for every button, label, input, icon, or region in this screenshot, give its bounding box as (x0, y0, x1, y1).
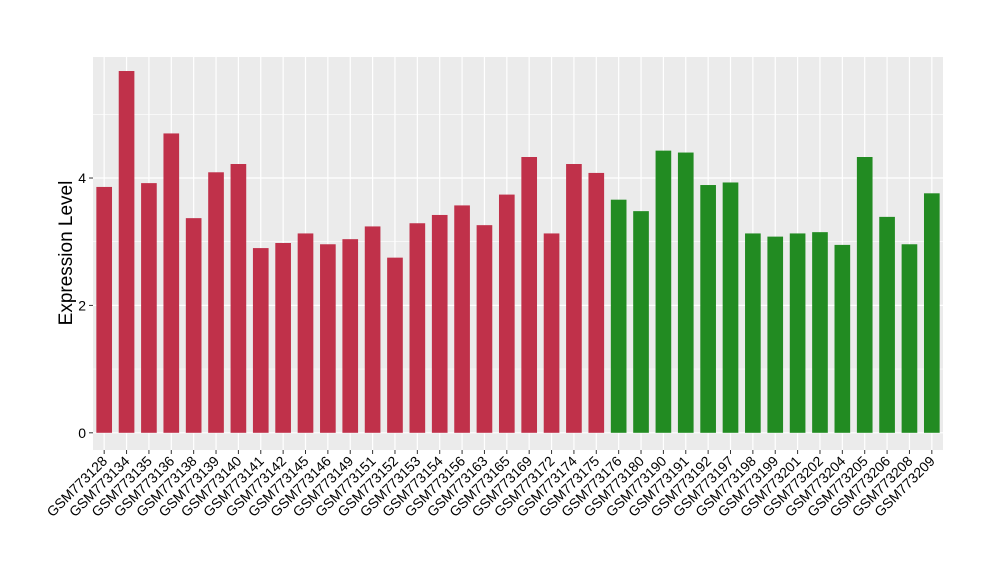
bar-gsm773136 (163, 133, 180, 433)
bar-gsm773191 (677, 152, 694, 433)
bar-gsm773145 (297, 233, 314, 433)
bar-gsm773201 (789, 233, 806, 433)
bar-gsm773199 (767, 236, 784, 433)
bar-gsm773153 (409, 223, 426, 433)
bar-gsm773141 (252, 248, 269, 433)
bar-gsm773149 (342, 239, 359, 433)
bar-gsm773205 (856, 157, 873, 433)
y-tick-label: 2 (78, 297, 86, 313)
bar-gsm773192 (700, 185, 716, 433)
bar-gsm773169 (521, 157, 538, 433)
bar-gsm773190 (655, 150, 672, 433)
bar-gsm773175 (588, 172, 605, 433)
y-tick-label: 0 (78, 425, 86, 441)
bar-gsm773152 (387, 257, 403, 433)
bars (96, 71, 940, 433)
bar-gsm773138 (185, 218, 202, 433)
bar-gsm773176 (610, 199, 627, 433)
bar-gsm773154 (431, 214, 448, 433)
bar-gsm773140 (230, 164, 247, 433)
bar-gsm773174 (566, 164, 582, 433)
bar-gsm773206 (879, 216, 895, 433)
bar-gsm773163 (476, 225, 493, 433)
bar-gsm773165 (498, 194, 515, 433)
bar-gsm773180 (633, 211, 649, 433)
bar-gsm773202 (812, 232, 828, 433)
y-tick-label: 4 (78, 170, 86, 186)
bar-gsm773135 (141, 183, 157, 433)
bar-gsm773139 (208, 172, 224, 433)
bar-gsm773198 (745, 233, 761, 433)
bar-gsm773142 (275, 242, 291, 433)
y-axis: 0 2 4 (78, 170, 93, 441)
y-axis-label: Expression Level (56, 181, 77, 326)
bar-gsm773156 (454, 205, 470, 433)
bar-gsm773172 (543, 233, 560, 433)
bar-gsm773197 (722, 182, 739, 433)
bar-gsm773208 (901, 244, 918, 433)
bar-gsm773151 (364, 226, 381, 433)
x-axis: GSM773128GSM773134GSM773135GSM773136GSM7… (43, 450, 938, 520)
bar-gsm773204 (834, 244, 851, 433)
bar-gsm773134 (118, 71, 135, 433)
bar-gsm773128 (96, 186, 113, 433)
bar-gsm773146 (320, 244, 336, 433)
bar-gsm773209 (923, 193, 940, 433)
